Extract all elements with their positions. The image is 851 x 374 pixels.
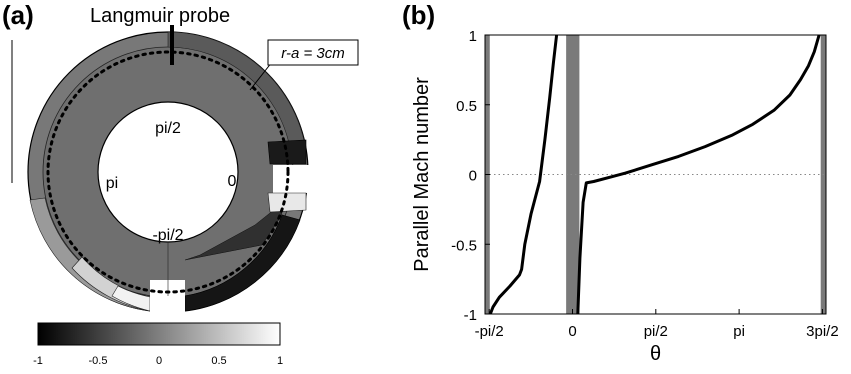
probe-label: Langmuir probe xyxy=(90,5,230,27)
x-tick-label: 3pi/2 xyxy=(806,323,839,340)
colorbar xyxy=(37,322,281,346)
plot-frame xyxy=(484,34,827,315)
series-line-1 xyxy=(488,34,559,315)
x-tick-label: pi/2 xyxy=(644,323,668,340)
x-tick-label: pi xyxy=(733,323,745,340)
contour-annulus xyxy=(27,25,311,314)
x-tick-label: -pi/2 xyxy=(475,323,504,340)
limiter-gap-bottom xyxy=(150,280,185,314)
y-tick-label: 0.5 xyxy=(456,98,477,115)
panel-b-label: (b) xyxy=(402,0,436,30)
angle-label-right: 0 xyxy=(228,173,237,190)
axis-ticks: -pi/2 0 pi/2 pi 3pi/2 -1 -0.5 0 0.5 1 xyxy=(451,28,839,340)
series-line-2 xyxy=(576,34,821,315)
colorbar-tick: 1 xyxy=(277,355,283,367)
y-tick-label: -1 xyxy=(464,307,477,324)
limiter-light-patch xyxy=(267,192,307,213)
black-bottom-region xyxy=(184,214,301,312)
cross-section-figure: Langmuir probe r-a = 3cm pi/2 pi 0 -pi/2… xyxy=(11,5,359,367)
shaded-bands xyxy=(485,35,826,314)
flux-surface-dotted xyxy=(46,50,290,294)
angle-label-top: pi/2 xyxy=(155,120,181,137)
shaded-band xyxy=(566,35,580,314)
y-tick-label: 0 xyxy=(469,168,477,185)
colorbar-tick: 0.5 xyxy=(211,355,226,367)
colorbar-tick: 0 xyxy=(156,355,162,367)
y-tick-label: 1 xyxy=(469,28,477,45)
radius-callout-box xyxy=(267,39,359,66)
y-tick-label: -0.5 xyxy=(451,237,477,254)
radius-label: r-a = 3cm xyxy=(281,45,345,62)
angle-label-left: pi xyxy=(106,175,118,192)
colorbar-tick: -0.5 xyxy=(89,355,108,367)
callout-line xyxy=(249,61,273,91)
data-lines xyxy=(488,34,821,315)
y-axis-label: Parallel Mach number xyxy=(411,77,433,272)
angle-label-bottom: -pi/2 xyxy=(152,227,183,244)
panel-a-label: (a) xyxy=(2,0,34,30)
colorbar-tick: -1 xyxy=(33,355,43,367)
limiter-gap-right xyxy=(273,165,311,193)
mach-number-chart: -pi/2 0 pi/2 pi 3pi/2 -1 -0.5 0 0.5 1 θ Parallel … xyxy=(411,28,839,365)
x-axis-label: θ xyxy=(650,343,661,365)
x-tick-label: 0 xyxy=(568,323,576,340)
